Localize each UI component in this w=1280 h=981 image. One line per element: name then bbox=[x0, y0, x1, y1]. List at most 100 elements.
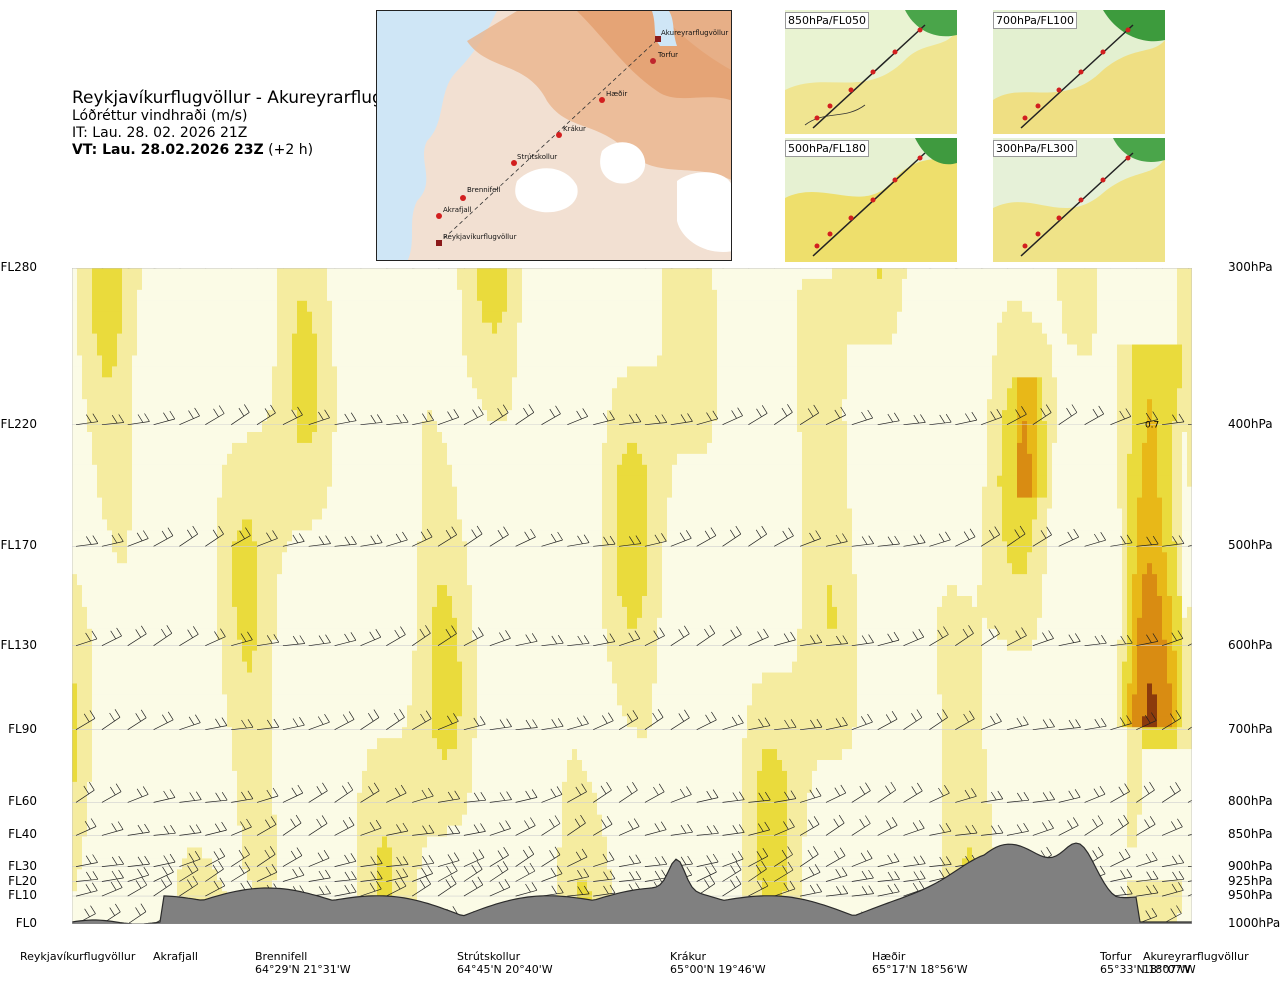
field-cell bbox=[182, 486, 188, 499]
field-cell bbox=[477, 486, 483, 499]
field-cell bbox=[462, 333, 468, 346]
field-cell bbox=[467, 902, 473, 914]
field-cell bbox=[352, 388, 358, 400]
field-cell bbox=[247, 268, 253, 280]
field-cell bbox=[157, 344, 163, 357]
field-cell bbox=[272, 617, 278, 630]
field-cell bbox=[412, 792, 418, 805]
field-cell bbox=[427, 388, 433, 400]
field-cell bbox=[442, 738, 448, 750]
field-cell bbox=[207, 464, 213, 477]
field-cell bbox=[257, 421, 263, 433]
field-cell bbox=[102, 738, 108, 750]
field-cell bbox=[312, 464, 318, 477]
field-cell bbox=[447, 585, 453, 597]
field-cell bbox=[297, 344, 303, 357]
field-cell bbox=[482, 377, 488, 389]
field-cell bbox=[252, 289, 258, 302]
field-cell bbox=[167, 694, 173, 706]
field-cell bbox=[287, 781, 293, 794]
field-cell bbox=[357, 650, 363, 663]
field-cell bbox=[182, 377, 188, 389]
field-cell bbox=[127, 847, 133, 859]
field-cell bbox=[87, 333, 93, 346]
field-cell bbox=[242, 847, 248, 859]
field-cell bbox=[387, 508, 393, 521]
field-cell bbox=[412, 716, 418, 728]
field-cell bbox=[477, 366, 483, 378]
field-cell bbox=[217, 738, 223, 750]
field-cell bbox=[402, 278, 408, 291]
field-cell bbox=[112, 278, 118, 291]
field-cell bbox=[472, 650, 478, 663]
field-cell bbox=[197, 278, 203, 291]
field-cell bbox=[382, 694, 388, 706]
field-cell bbox=[132, 344, 138, 357]
field-cell bbox=[352, 650, 358, 663]
field-cell bbox=[432, 880, 438, 892]
field-cell bbox=[182, 847, 188, 859]
field-cell bbox=[277, 300, 283, 313]
field-cell bbox=[302, 552, 308, 564]
field-cell bbox=[322, 727, 328, 739]
field-cell bbox=[222, 355, 228, 367]
field-cell bbox=[342, 563, 348, 575]
field-cell bbox=[87, 694, 93, 706]
field-cell bbox=[187, 727, 193, 739]
field-cell bbox=[382, 453, 388, 466]
field-cell bbox=[387, 803, 393, 816]
field-cell bbox=[367, 453, 373, 466]
field-cell bbox=[147, 333, 153, 346]
field-cell bbox=[307, 475, 313, 488]
field-cell bbox=[432, 574, 438, 586]
field-cell bbox=[172, 705, 178, 717]
field-cell bbox=[407, 738, 413, 750]
field-cell bbox=[477, 377, 483, 389]
field-cell bbox=[232, 519, 238, 531]
field-cell bbox=[372, 410, 378, 422]
field-cell bbox=[147, 803, 153, 816]
field-cell bbox=[252, 650, 258, 663]
field-cell bbox=[297, 497, 303, 510]
field-cell bbox=[377, 442, 383, 455]
field-cell bbox=[457, 705, 463, 717]
valid-time: VT: Lau. 28.02.2026 23Z (+2 h) bbox=[72, 142, 431, 159]
field-cell bbox=[92, 650, 98, 663]
field-cell bbox=[272, 650, 278, 663]
field-cell bbox=[107, 792, 113, 805]
field-cell bbox=[142, 661, 148, 674]
map-label-akrafjall: Akrafjall bbox=[443, 206, 472, 214]
field-cell bbox=[352, 464, 358, 477]
field-cell bbox=[317, 727, 323, 739]
field-cell bbox=[177, 563, 183, 575]
field-cell bbox=[147, 606, 153, 619]
field-cell bbox=[127, 410, 133, 422]
field-cell bbox=[72, 377, 78, 389]
field-cell bbox=[172, 661, 178, 674]
field-cell bbox=[282, 552, 288, 564]
field-cell bbox=[207, 781, 213, 794]
field-cell bbox=[287, 486, 293, 499]
field-cell bbox=[187, 628, 193, 641]
field-cell bbox=[252, 880, 258, 892]
field-cell bbox=[362, 847, 368, 859]
field-cell bbox=[322, 410, 328, 422]
field-cell bbox=[172, 333, 178, 346]
field-cell bbox=[402, 574, 408, 586]
field-cell bbox=[482, 268, 488, 280]
small-map-graphic bbox=[785, 138, 957, 262]
field-cell bbox=[172, 628, 178, 641]
field-cell bbox=[207, 289, 213, 302]
field-cell bbox=[332, 574, 338, 586]
field-cell bbox=[367, 716, 373, 728]
field-cell bbox=[277, 869, 283, 881]
field-cell bbox=[347, 519, 353, 531]
field-cell bbox=[462, 694, 468, 706]
field-cell bbox=[122, 486, 128, 499]
field-cell bbox=[137, 672, 143, 685]
field-cell bbox=[87, 486, 93, 499]
field-cell bbox=[342, 760, 348, 772]
field-cell bbox=[147, 913, 153, 924]
field-cell bbox=[357, 399, 363, 411]
field-cell bbox=[392, 497, 398, 510]
